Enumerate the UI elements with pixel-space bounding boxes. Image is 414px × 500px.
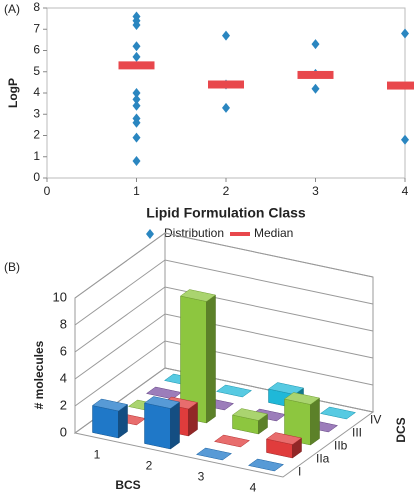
x-tick-label: 4	[402, 184, 409, 198]
bar-top	[179, 289, 217, 302]
y-tick-label: 5	[33, 64, 40, 78]
z-axis-title: # molecules	[32, 340, 46, 409]
data-point	[222, 102, 230, 113]
y-tick-label: 7	[33, 21, 40, 35]
y-tick-label: 2	[33, 128, 40, 142]
bar-side	[310, 397, 320, 446]
bar-top	[215, 384, 253, 398]
x-tick-label: 3	[312, 184, 319, 198]
median-marker	[118, 61, 155, 70]
bar-top	[265, 432, 303, 445]
data-point	[132, 94, 141, 105]
grid-line	[74, 286, 374, 353]
grid-line	[74, 232, 374, 299]
legend-label: Distribution	[164, 226, 224, 240]
data-point	[132, 51, 141, 62]
z-tick-label: 6	[60, 343, 67, 358]
legend-symbol	[230, 232, 250, 236]
bar-top	[231, 408, 269, 421]
legend-label: Median	[254, 226, 293, 240]
y-tick-label: 6	[33, 43, 40, 57]
x-tick-label: 2	[146, 459, 153, 473]
x-tick-label: 4	[250, 481, 257, 495]
data-point	[132, 132, 141, 143]
z-tick-label: 8	[60, 316, 67, 331]
depth-axis-title: DCS	[394, 417, 408, 442]
bar-side	[170, 401, 180, 450]
y-axis-title: LogP	[6, 78, 20, 108]
z-tick-label: 0	[60, 424, 67, 439]
bar-top	[283, 392, 321, 405]
x-tick-label: 0	[44, 184, 51, 198]
x-tick-label: 1	[94, 448, 101, 462]
x-tick-label: 2	[223, 184, 230, 198]
panel-label: (B)	[4, 260, 20, 274]
x-tick-label: 3	[198, 470, 205, 484]
data-point	[311, 83, 320, 94]
depth-tick-label: III	[352, 426, 362, 440]
data-point	[222, 30, 230, 41]
y-tick-label: 3	[33, 106, 40, 120]
bar-side	[206, 294, 216, 424]
y-tick-label: 1	[33, 149, 40, 163]
bar-top	[247, 458, 285, 472]
y-tick-label: 4	[33, 85, 40, 99]
legend-symbol	[146, 229, 154, 239]
bar-top	[267, 382, 305, 395]
data-point	[311, 39, 320, 50]
x-axis-title: Lipid Formulation Class	[146, 205, 306, 221]
grid-line	[74, 340, 374, 407]
grid-line	[74, 259, 374, 326]
data-point	[132, 41, 141, 52]
bar-top	[319, 406, 357, 420]
data-point	[132, 20, 141, 30]
depth-tick-label: IIb	[334, 439, 348, 453]
median-marker	[387, 81, 414, 90]
bar-top	[91, 398, 129, 412]
data-point	[401, 28, 409, 39]
data-point	[132, 100, 141, 111]
bar-top	[143, 396, 181, 409]
y-tick-label: 8	[33, 0, 40, 14]
data-point	[132, 156, 141, 166]
z-tick-label: 10	[53, 289, 67, 304]
grid-line	[74, 313, 374, 380]
data-point	[132, 117, 141, 128]
median-marker	[208, 80, 244, 89]
x-tick-label: 1	[133, 184, 140, 198]
depth-tick-label: I	[298, 465, 301, 479]
panel-label: (A)	[4, 2, 20, 16]
data-point	[132, 88, 141, 98]
bar-top	[145, 386, 183, 400]
z-tick-label: 2	[60, 397, 67, 412]
bar-front	[144, 402, 171, 450]
depth-tick-label: IV	[370, 413, 381, 427]
z-tick-label: 4	[60, 370, 67, 385]
bar-top	[213, 434, 251, 448]
y-tick-label: 0	[33, 170, 40, 184]
median-marker	[297, 70, 334, 79]
bar-top	[195, 447, 233, 461]
data-point	[401, 134, 409, 145]
x-axis-title: BCS	[115, 478, 140, 492]
depth-tick-label: IIa	[316, 452, 330, 466]
